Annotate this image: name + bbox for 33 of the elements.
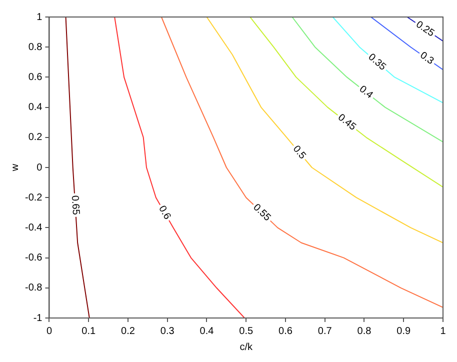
text: 0.5	[290, 144, 308, 162]
y-tick-label: -0.2	[24, 192, 43, 204]
y-tick-label: 0.4	[28, 102, 43, 114]
text: 0.4	[357, 84, 376, 102]
text: 0.3	[418, 50, 436, 68]
text: 0.6	[156, 204, 173, 222]
x-tick-label: 1	[440, 326, 446, 337]
y-tick-label: 0.8	[28, 42, 43, 53]
text: 0.45	[336, 112, 358, 134]
y-tick-label: 1	[36, 12, 43, 23]
y-tick-label: 0	[36, 162, 43, 174]
x-tick-label: 0.6	[278, 326, 293, 337]
x-tick-label: 0.8	[357, 326, 372, 337]
y-axis-title: w	[10, 163, 21, 172]
text: 0.25	[414, 19, 436, 40]
x-axis-title: c/k	[240, 342, 254, 353]
x-tick-label: 0.9	[396, 326, 412, 337]
x-tick-label: 0.1	[82, 326, 96, 337]
text: 0.55	[250, 202, 273, 224]
x-tick-label: 0	[46, 326, 52, 337]
y-tick-label: -0.4	[24, 222, 43, 234]
y-tick-label: -0.6	[24, 252, 43, 264]
y-tick-label: -0.8	[24, 282, 43, 294]
text: 0.65	[68, 195, 82, 216]
y-tick-label: -1	[33, 312, 43, 324]
x-tick-label: 0.2	[121, 326, 136, 337]
y-tick-label: 0.6	[28, 72, 43, 83]
y-tick-label: 0.2	[28, 132, 43, 144]
text: 0.35	[366, 52, 388, 74]
x-tick-label: 0.3	[160, 326, 175, 337]
x-tick-label: 0.7	[318, 326, 332, 337]
x-tick-label: 0.4	[200, 326, 214, 337]
x-tick-label: 0.5	[239, 326, 254, 337]
